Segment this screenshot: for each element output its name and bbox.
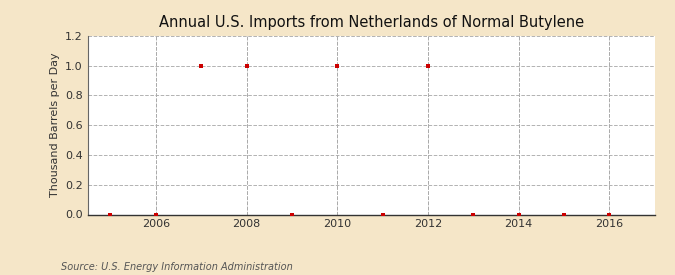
Point xyxy=(468,212,479,217)
Point xyxy=(559,212,570,217)
Point xyxy=(604,212,615,217)
Point xyxy=(513,212,524,217)
Title: Annual U.S. Imports from Netherlands of Normal Butylene: Annual U.S. Imports from Netherlands of … xyxy=(159,15,584,31)
Point xyxy=(151,212,161,217)
Point xyxy=(423,63,433,68)
Point xyxy=(105,212,116,217)
Point xyxy=(241,63,252,68)
Point xyxy=(196,63,207,68)
Point xyxy=(59,212,70,217)
Text: Source: U.S. Energy Information Administration: Source: U.S. Energy Information Administ… xyxy=(61,262,292,272)
Point xyxy=(332,63,343,68)
Point xyxy=(286,212,297,217)
Y-axis label: Thousand Barrels per Day: Thousand Barrels per Day xyxy=(49,53,59,197)
Point xyxy=(377,212,388,217)
